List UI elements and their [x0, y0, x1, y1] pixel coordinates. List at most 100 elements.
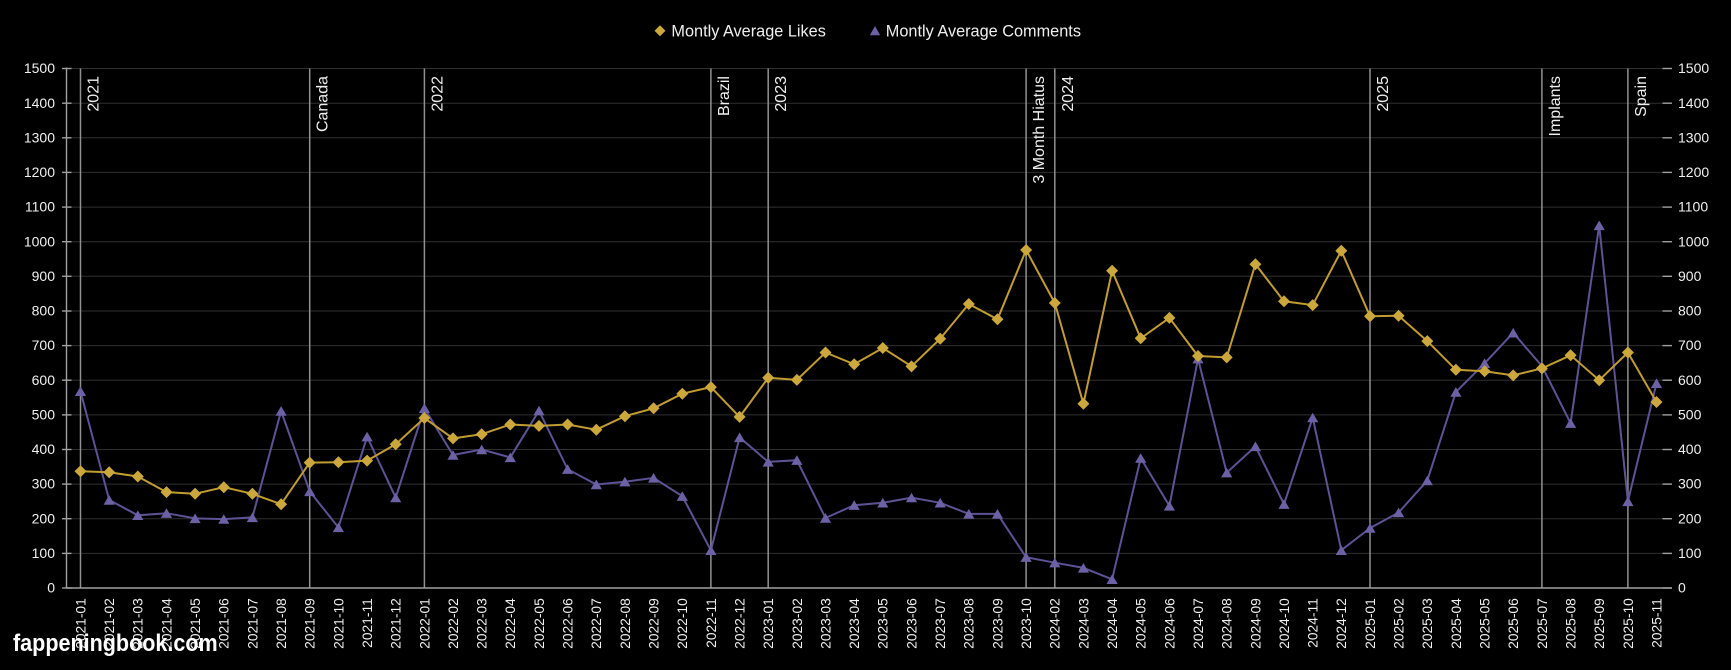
svg-text:2023-07: 2023-07	[933, 598, 948, 649]
svg-text:2025-04: 2025-04	[1449, 598, 1464, 649]
svg-text:2022-06: 2022-06	[561, 598, 576, 649]
svg-text:600: 600	[32, 372, 56, 388]
svg-text:800: 800	[1678, 303, 1702, 319]
svg-text:2024: 2024	[1060, 76, 1077, 112]
svg-text:1100: 1100	[1678, 199, 1708, 215]
svg-text:Canada: Canada	[315, 76, 332, 132]
svg-text:2021-07: 2021-07	[245, 598, 260, 649]
svg-text:400: 400	[1678, 441, 1702, 457]
svg-text:2023-01: 2023-01	[761, 598, 776, 649]
svg-text:2021-08: 2021-08	[274, 598, 289, 649]
svg-text:500: 500	[32, 407, 56, 423]
svg-text:2025: 2025	[1375, 76, 1392, 112]
svg-text:1500: 1500	[24, 60, 55, 76]
svg-text:2024-02: 2024-02	[1048, 598, 1063, 649]
svg-text:2021-02: 2021-02	[102, 598, 117, 649]
svg-text:200: 200	[32, 510, 56, 526]
svg-text:2023-04: 2023-04	[847, 598, 862, 649]
svg-text:1300: 1300	[24, 129, 55, 145]
svg-text:2025-11: 2025-11	[1649, 598, 1664, 648]
svg-text:600: 600	[1678, 372, 1702, 388]
svg-text:1300: 1300	[1678, 129, 1709, 145]
svg-text:Montly Average Likes: Montly Average Likes	[671, 22, 825, 40]
svg-text:2023-06: 2023-06	[904, 598, 919, 649]
svg-text:200: 200	[1678, 510, 1702, 526]
svg-text:2022-12: 2022-12	[733, 598, 748, 649]
svg-text:2023-08: 2023-08	[962, 598, 977, 649]
svg-text:0: 0	[47, 580, 55, 596]
svg-text:2025-08: 2025-08	[1564, 598, 1579, 649]
svg-text:2025-09: 2025-09	[1592, 598, 1607, 649]
svg-text:2025-06: 2025-06	[1506, 598, 1521, 649]
svg-text:2021: 2021	[86, 76, 103, 112]
svg-text:2021-11: 2021-11	[360, 598, 375, 648]
svg-text:1200: 1200	[24, 164, 55, 180]
svg-text:2024-05: 2024-05	[1134, 598, 1149, 649]
svg-text:300: 300	[1678, 476, 1702, 492]
svg-text:2024-09: 2024-09	[1248, 598, 1263, 649]
svg-text:2021-06: 2021-06	[217, 598, 232, 649]
svg-text:800: 800	[32, 303, 56, 319]
svg-text:100: 100	[1678, 545, 1702, 561]
svg-text:2023-10: 2023-10	[1019, 598, 1034, 649]
svg-text:2022-11: 2022-11	[704, 598, 719, 648]
svg-text:Montly Average Comments: Montly Average Comments	[886, 22, 1081, 40]
svg-text:2024-12: 2024-12	[1334, 598, 1349, 649]
svg-text:2025-03: 2025-03	[1420, 598, 1435, 649]
svg-text:1000: 1000	[1678, 233, 1709, 249]
svg-text:400: 400	[32, 441, 56, 457]
svg-text:0: 0	[1678, 580, 1686, 596]
svg-text:2021-05: 2021-05	[188, 598, 203, 649]
svg-text:2023-05: 2023-05	[876, 598, 891, 649]
svg-text:2025-07: 2025-07	[1535, 598, 1550, 649]
svg-text:1400: 1400	[24, 95, 55, 111]
svg-text:2021-04: 2021-04	[159, 598, 174, 649]
svg-text:2023-09: 2023-09	[990, 598, 1005, 649]
svg-text:Spain: Spain	[1633, 76, 1650, 117]
svg-text:1100: 1100	[25, 199, 55, 215]
svg-text:Brazil: Brazil	[716, 76, 733, 116]
svg-text:2025-02: 2025-02	[1392, 598, 1407, 649]
svg-text:700: 700	[1678, 337, 1702, 353]
svg-text:1200: 1200	[1678, 164, 1709, 180]
svg-text:2023-03: 2023-03	[818, 598, 833, 649]
svg-text:2023-02: 2023-02	[790, 598, 805, 649]
svg-text:100: 100	[32, 545, 56, 561]
svg-text:2022-01: 2022-01	[417, 598, 432, 649]
svg-text:1400: 1400	[1678, 95, 1709, 111]
svg-text:2021-09: 2021-09	[303, 598, 318, 649]
svg-text:2022-09: 2022-09	[647, 598, 662, 649]
svg-text:2022-10: 2022-10	[675, 598, 690, 649]
svg-text:2024-10: 2024-10	[1277, 598, 1292, 649]
svg-text:2022: 2022	[429, 76, 446, 112]
svg-text:fappeningbook.com: fappeningbook.com	[13, 629, 218, 657]
svg-text:900: 900	[1678, 268, 1702, 284]
svg-text:2025-10: 2025-10	[1621, 598, 1636, 649]
svg-text:2022-04: 2022-04	[503, 598, 518, 649]
svg-text:300: 300	[32, 476, 56, 492]
svg-text:2022-03: 2022-03	[475, 598, 490, 649]
svg-text:2023: 2023	[773, 76, 790, 112]
svg-text:2025-01: 2025-01	[1363, 598, 1378, 649]
svg-text:2021-03: 2021-03	[131, 598, 146, 649]
svg-text:2024-08: 2024-08	[1220, 598, 1235, 649]
svg-text:2024-06: 2024-06	[1162, 598, 1177, 649]
svg-text:900: 900	[32, 268, 56, 284]
svg-text:2021-10: 2021-10	[331, 598, 346, 649]
svg-text:2024-03: 2024-03	[1076, 598, 1091, 649]
svg-text:2024-11: 2024-11	[1306, 598, 1321, 648]
svg-text:Implants: Implants	[1547, 76, 1564, 136]
svg-text:2022-07: 2022-07	[589, 598, 604, 649]
svg-text:2024-04: 2024-04	[1105, 598, 1120, 649]
svg-text:2022-08: 2022-08	[618, 598, 633, 649]
svg-text:2021-01: 2021-01	[73, 598, 88, 649]
svg-text:1000: 1000	[24, 233, 55, 249]
svg-text:500: 500	[1678, 407, 1702, 423]
svg-text:3 Month Hiatus: 3 Month Hiatus	[1031, 76, 1048, 184]
svg-text:2025-05: 2025-05	[1478, 598, 1493, 649]
svg-text:700: 700	[32, 337, 56, 353]
svg-text:2021-12: 2021-12	[389, 598, 404, 649]
svg-text:2022-02: 2022-02	[446, 598, 461, 649]
svg-text:2022-05: 2022-05	[532, 598, 547, 649]
svg-text:1500: 1500	[1678, 60, 1709, 76]
